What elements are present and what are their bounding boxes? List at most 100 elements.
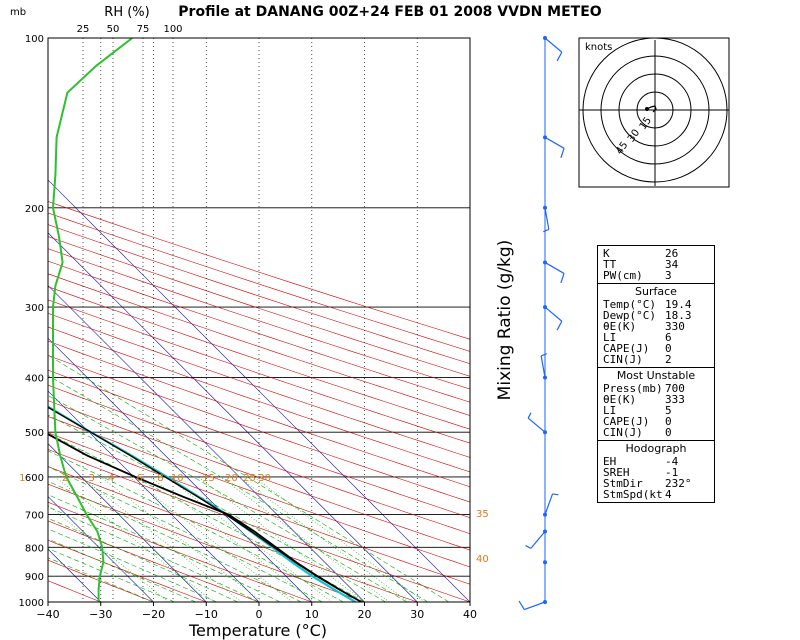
rh-tick-label: 25: [77, 24, 90, 35]
wind-barb-flag: [525, 545, 532, 549]
pressure-tick-label: 1000: [19, 598, 44, 609]
rh-axis-title: RH (%): [104, 5, 149, 20]
dry-adiabat: [48, 400, 470, 551]
wind-barb-flag: [552, 493, 559, 496]
surface-section: Surface Temp(°C) 19.4 Dewp(°C) 18.3 θE(K) 3…: [598, 283, 714, 367]
pressure-tick-label: 600: [25, 473, 44, 484]
rh-profile: [51, 38, 133, 602]
dry-adiabat: [48, 224, 470, 365]
hodograph-trace: [646, 105, 657, 113]
wind-barb-flag: [560, 148, 565, 158]
wind-barb: [540, 353, 547, 380]
mixing-ratio-tick-label: 4: [108, 473, 114, 484]
wind-barb-flag: [560, 273, 565, 284]
wind-barb: [525, 529, 547, 549]
hodograph-row: StmDir 232°: [603, 477, 692, 490]
sounding-indices-panel: K 26 TT 34 PW(cm) 3 Surface Temp(°C) 19.4 De…: [597, 245, 715, 503]
wind-barb-flag: [527, 412, 532, 419]
wind-barb-staff: [540, 355, 546, 378]
skewed-isotherm: [48, 232, 418, 602]
sounding-profiles: [48, 38, 362, 602]
mixing-ratio-tick-label: 20: [225, 473, 238, 484]
pressure-tick-label: 900: [25, 572, 44, 583]
skewed-isotherm: [48, 496, 154, 602]
wind-barb-staff: [530, 531, 546, 549]
moist-adiabat: [48, 538, 196, 602]
wind-barb-station: [543, 560, 547, 565]
dry-adiabat: [48, 201, 470, 340]
most-unstable-section: Most Unstable Press(mb) 700 θE(K) 333 LI 5 …: [598, 367, 714, 440]
wind-barb: [518, 600, 547, 611]
wind-barb-flag: [518, 600, 525, 610]
index-row: TT 34: [603, 258, 679, 271]
dry-adiabat: [48, 369, 470, 518]
surface-heading: Surface: [635, 285, 677, 298]
pressure-tick-label: 500: [25, 428, 44, 439]
mixing-ratio-tick-label: 25: [243, 473, 256, 484]
most-unstable-row: CAPE(J) 0: [603, 415, 672, 428]
temperature-tick-label: −40: [36, 608, 59, 621]
pressure-tick-label: 400: [25, 374, 44, 385]
dry-adiabat: [48, 355, 470, 503]
moist-adiabat: [48, 450, 344, 602]
temperature-tick-label: −20: [142, 608, 165, 621]
temperature-tick-label: 10: [305, 608, 319, 621]
moist-adiabat: [48, 548, 175, 602]
wind-barb-staff: [544, 493, 554, 515]
wind-barb-flag: [543, 228, 550, 233]
theta-e-label: 35: [476, 509, 489, 520]
x-axis-title: Temperature (°C): [188, 621, 327, 640]
moist-adiabat: [48, 414, 386, 602]
dry-adiabat: [48, 384, 470, 535]
dry-adiabat: [48, 520, 260, 602]
mixing-ratio-tick-label: 10: [171, 473, 184, 484]
hodograph-row: SREH -1: [603, 466, 679, 479]
hodograph-units-label: knots: [585, 42, 612, 53]
mixing-ratio-line: [166, 476, 333, 602]
moist-adiabat: [48, 354, 450, 602]
moist-adiabat: [48, 480, 302, 602]
hodograph-row: StmSpd(kt) 4: [603, 488, 672, 501]
hodograph-stats-section: Hodograph EH -4 SREH -1 StmDir 232° StmSpd(…: [598, 440, 714, 502]
dry-adiabat: [48, 416, 470, 568]
hodograph-heading: Hodograph: [625, 442, 687, 455]
temperature-profile: [48, 433, 362, 602]
wind-barb-column: [518, 36, 565, 611]
wind-barb-staff: [527, 417, 546, 433]
wind-barb-staff: [544, 261, 565, 274]
rh-tick-label: 100: [163, 24, 182, 35]
wind-barb-staff: [544, 207, 550, 230]
dry-adiabat: [48, 483, 365, 602]
hodograph-storm-motion-dot: [645, 107, 649, 111]
moist-adiabat: [48, 375, 428, 602]
temperature-tick-label: 40: [463, 608, 477, 621]
moist-adiabat: [48, 506, 260, 602]
wind-barb-staff: [544, 136, 565, 149]
theta-e-label: 40: [476, 554, 489, 565]
mixing-ratio-line: [100, 476, 263, 602]
dry-adiabat: [48, 326, 470, 473]
temperature-tick-label: −30: [89, 608, 112, 621]
surface-row: Dewp(°C) 18.3: [603, 309, 692, 322]
mixing-ratio-axis-title: Mixing Ratio (g/kg): [495, 240, 515, 401]
most-unstable-row: CIN(J) 0: [603, 426, 672, 439]
wind-barb-staff: [524, 601, 546, 611]
pressure-tick-label: 100: [25, 34, 44, 45]
dry-adiabat: [48, 212, 470, 352]
pressure-unit-label: mb: [10, 7, 26, 18]
pressure-tick-label: 800: [25, 543, 44, 554]
surface-row: CAPE(J) 0: [603, 342, 672, 355]
mixing-ratio-line: [253, 476, 425, 602]
dry-adiabat: [48, 340, 470, 488]
pressure-tick-label: 700: [25, 511, 44, 522]
most-unstable-row: Press(mb) 700: [603, 382, 685, 395]
mixing-ratio-line: [54, 476, 214, 602]
wind-barb-flag: [540, 353, 547, 357]
pressure-tick-label: 200: [25, 204, 44, 215]
temperature-tick-label: 30: [410, 608, 424, 621]
wind-barb: [543, 305, 563, 331]
wind-barb-staff: [544, 306, 563, 322]
dry-adiabat: [48, 312, 470, 458]
